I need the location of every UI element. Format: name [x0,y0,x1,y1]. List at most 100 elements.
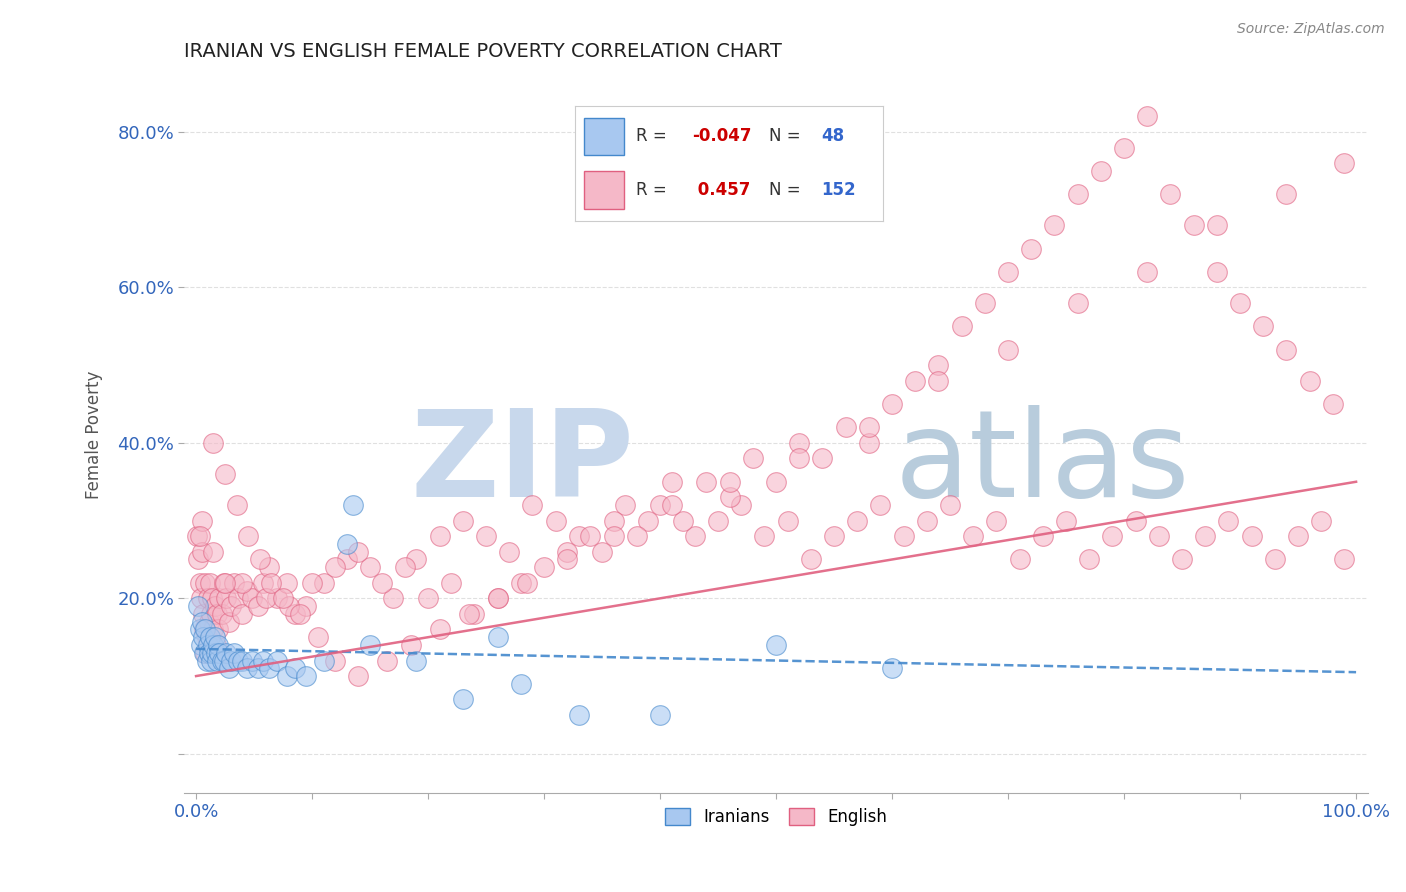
Point [730,498,752,512]
Point [486,591,509,606]
Point [260,575,283,590]
Point [602,514,624,528]
Point [1322,397,1344,411]
Point [568,707,591,722]
Point [1043,219,1066,233]
Point [1066,296,1088,310]
Point [602,529,624,543]
Point [224,646,246,660]
Point [200,607,222,621]
Point [661,475,683,489]
Point [463,607,485,621]
Point [1240,529,1263,543]
Point [440,575,463,590]
Point [1205,265,1227,279]
Point [252,575,274,590]
Point [509,677,531,691]
Point [377,653,399,667]
Point [214,575,236,590]
Point [191,514,214,528]
Point [765,475,787,489]
Point [1194,529,1216,543]
Point [451,514,474,528]
Point [544,514,567,528]
Point [858,436,880,450]
Text: atlas: atlas [894,405,1189,522]
Point [188,529,211,543]
Point [284,607,307,621]
Point [1264,552,1286,566]
Point [1090,164,1112,178]
Point [193,646,215,660]
Point [347,669,370,683]
Point [823,529,845,543]
Point [295,669,318,683]
Point [187,599,209,614]
Point [522,498,544,512]
Point [451,692,474,706]
Point [231,575,253,590]
Text: ZIP: ZIP [411,405,634,522]
Point [190,638,212,652]
Point [568,529,591,543]
Point [880,397,903,411]
Point [683,529,706,543]
Point [195,653,218,667]
Point [207,638,229,652]
Point [224,575,246,590]
Point [249,552,271,566]
Point [1101,529,1123,543]
Point [202,545,225,559]
Point [1251,319,1274,334]
Point [1229,296,1251,310]
Point [579,529,602,543]
Point [295,599,318,614]
Point [939,498,962,512]
Point [198,630,221,644]
Point [1182,219,1205,233]
Point [347,545,370,559]
Point [555,545,578,559]
Point [394,560,416,574]
Point [186,529,208,543]
Point [207,623,229,637]
Point [219,653,242,667]
Point [218,661,240,675]
Point [202,436,225,450]
Point [1147,529,1170,543]
Point [405,552,427,566]
Point [787,436,810,450]
Point [429,623,451,637]
Point [986,514,1008,528]
Point [1054,514,1077,528]
Point [208,591,231,606]
Point [1136,110,1159,124]
Point [754,529,776,543]
Point [202,638,225,652]
Point [637,514,659,528]
Point [312,575,335,590]
Point [846,514,869,528]
Point [707,514,730,528]
Point [399,638,422,652]
Point [359,638,381,652]
Point [486,591,509,606]
Point [215,591,238,606]
Point [191,630,214,644]
Point [225,498,247,512]
Point [1218,514,1240,528]
Point [197,638,219,652]
Point [246,599,269,614]
Point [776,514,799,528]
Point [1136,265,1159,279]
Point [555,552,578,566]
Point [252,653,274,667]
Point [787,451,810,466]
Point [342,498,364,512]
Point [236,583,259,598]
Point [509,575,531,590]
Point [240,591,263,606]
Point [215,646,238,660]
Point [672,514,695,528]
Point [271,591,294,606]
